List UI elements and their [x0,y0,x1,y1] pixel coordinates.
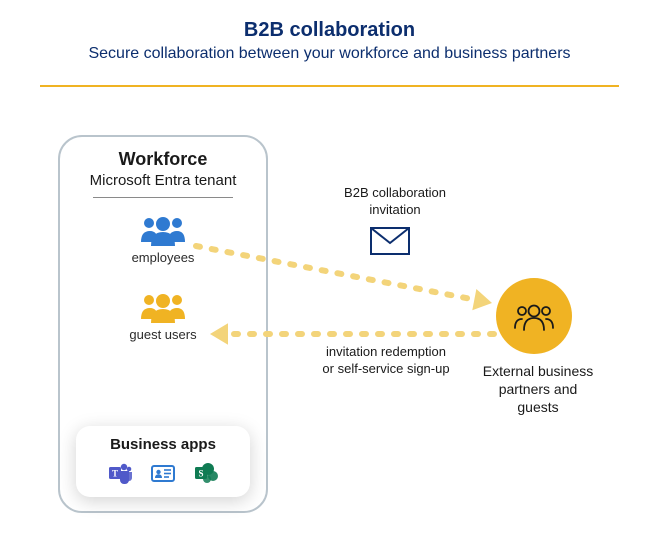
page-subtitle: Secure collaboration between your workfo… [0,44,659,65]
invitation-label: B2B collaborationinvitation [315,185,475,219]
redemption-label: invitation redemptionor self-service sig… [296,344,476,378]
guest-users-icon [60,289,266,325]
guest-users-label: guest users [60,327,266,342]
contact-card-icon [150,461,176,485]
svg-text:T: T [112,469,118,479]
header-divider [40,85,619,87]
employees-label: employees [60,250,266,265]
external-partners-label: External businesspartners andguests [468,362,608,417]
sharepoint-icon: S [194,461,218,485]
workforce-tenant-box: Workforce Microsoft Entra tenant employe… [58,135,268,513]
teams-icon: T [108,461,132,485]
workforce-title: Workforce [60,149,266,170]
business-apps-card: Business apps T S [76,426,250,497]
envelope-icon [370,227,410,255]
workforce-subtitle: Microsoft Entra tenant [60,172,266,189]
workforce-divider [93,197,233,198]
employees-icon [60,212,266,248]
business-apps-title: Business apps [76,436,250,453]
svg-text:S: S [198,469,203,479]
page-title: B2B collaboration [0,18,659,42]
external-partners-circle [496,278,572,354]
